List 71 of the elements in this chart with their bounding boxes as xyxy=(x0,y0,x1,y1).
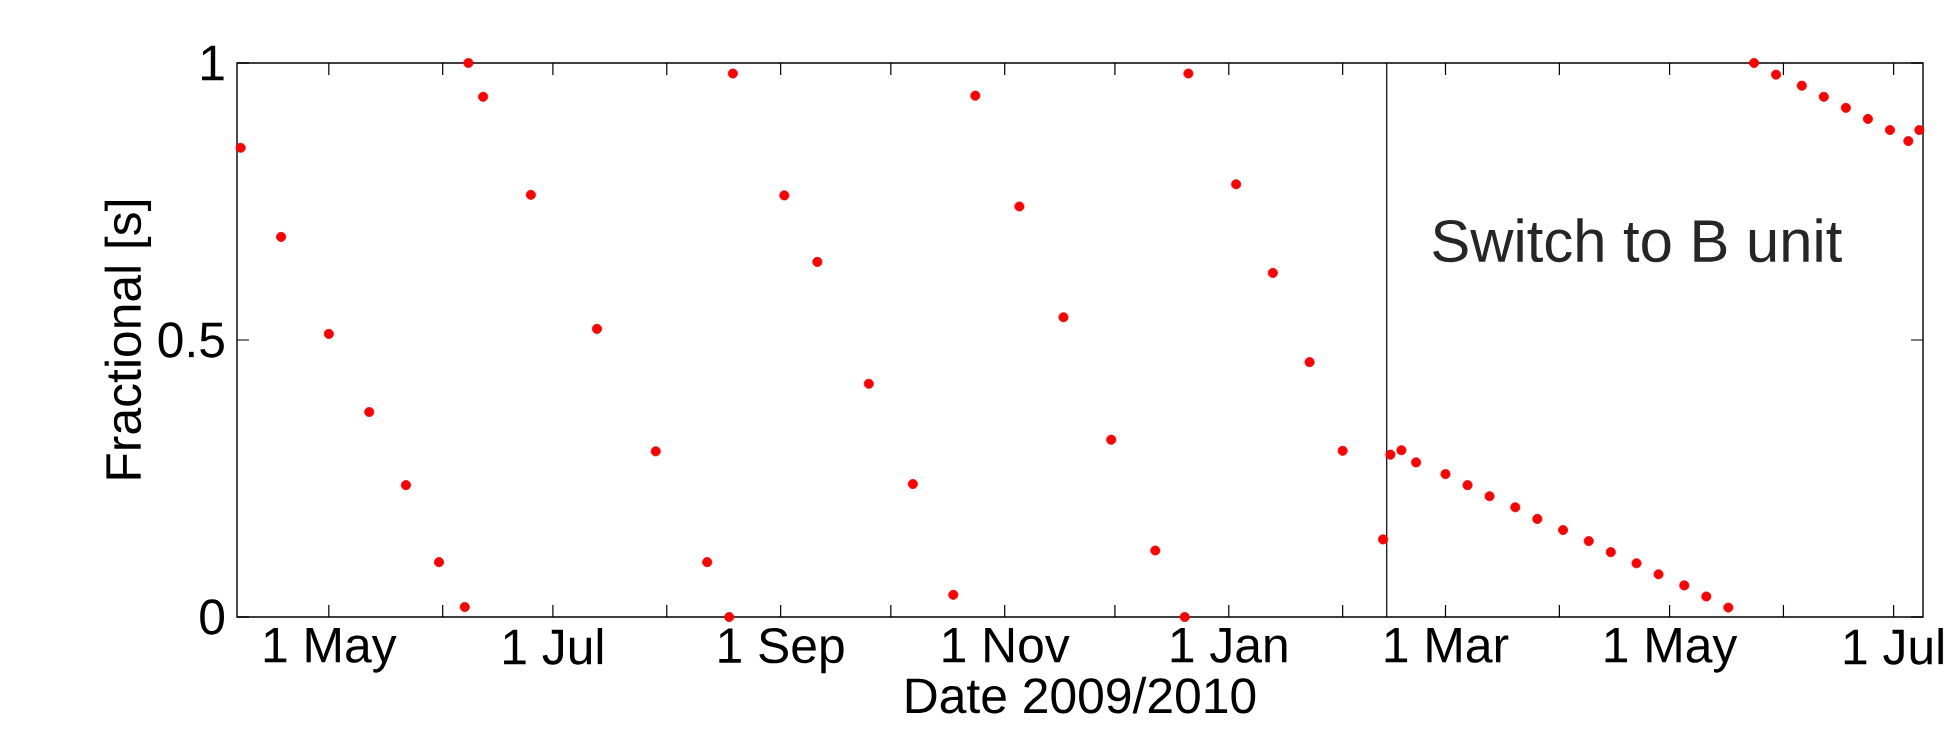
point xyxy=(1771,69,1782,80)
point xyxy=(1558,525,1569,536)
point xyxy=(1106,434,1117,445)
point xyxy=(1903,136,1914,147)
point xyxy=(1749,57,1760,68)
point xyxy=(1378,534,1389,545)
point xyxy=(727,68,738,79)
y-tick-label: 1 xyxy=(202,45,224,81)
point xyxy=(863,378,874,389)
point xyxy=(276,231,287,242)
point xyxy=(1231,179,1242,190)
point xyxy=(1679,580,1690,591)
point xyxy=(525,189,536,200)
x-tick-label: 1 May xyxy=(1605,628,1738,673)
point xyxy=(1337,445,1348,456)
point xyxy=(948,589,959,600)
point xyxy=(1267,267,1278,278)
point xyxy=(1914,125,1925,136)
point xyxy=(434,557,445,568)
point xyxy=(812,256,823,267)
point xyxy=(1396,445,1407,456)
point xyxy=(1014,201,1025,212)
point xyxy=(1385,449,1396,460)
y-axis-title: Fractional [s] xyxy=(104,201,152,479)
point xyxy=(478,91,489,102)
point xyxy=(364,407,375,418)
point xyxy=(1510,502,1521,513)
point xyxy=(1440,469,1451,480)
point xyxy=(463,57,474,68)
x-tick-label: 1 Jan xyxy=(1171,628,1287,663)
point xyxy=(1150,545,1161,556)
point xyxy=(970,90,981,101)
x-tick-label: 1 Jul xyxy=(1844,628,1943,665)
point xyxy=(1179,612,1190,622)
point xyxy=(724,612,735,622)
x-tick-label: 1 May xyxy=(264,628,397,673)
point xyxy=(1653,569,1664,580)
point xyxy=(1631,558,1642,569)
point xyxy=(400,480,411,491)
x-tick-label: 1 Mar xyxy=(1385,628,1509,663)
point xyxy=(1462,480,1473,491)
point xyxy=(1058,312,1069,323)
point xyxy=(1723,602,1734,613)
point xyxy=(1532,513,1543,524)
point xyxy=(1884,125,1895,136)
point xyxy=(650,446,661,457)
point xyxy=(1862,113,1873,124)
y-tick-label: 0 xyxy=(200,599,225,635)
point xyxy=(1818,91,1829,102)
point xyxy=(1583,536,1594,547)
point xyxy=(1840,102,1851,113)
point xyxy=(459,602,470,613)
point xyxy=(1304,357,1315,368)
point xyxy=(1701,591,1712,602)
point xyxy=(1411,457,1422,468)
point xyxy=(1484,491,1495,502)
point xyxy=(1605,547,1616,558)
point xyxy=(907,479,918,490)
y-tick-label: 0.5 xyxy=(158,322,224,358)
point xyxy=(779,190,790,201)
annotation: Switch to B unit xyxy=(1433,218,1842,263)
point xyxy=(591,323,602,334)
point xyxy=(702,557,713,568)
point xyxy=(1796,80,1807,91)
x-axis-title: Date 2009/2010 xyxy=(906,676,1256,714)
point xyxy=(1183,68,1194,79)
x-tick-label: 1 Jul xyxy=(504,628,603,665)
x-tick-label: 1 Nov xyxy=(943,628,1070,663)
point xyxy=(323,328,334,339)
x-tick-label: 1 Sep xyxy=(719,628,844,674)
point xyxy=(235,142,246,153)
